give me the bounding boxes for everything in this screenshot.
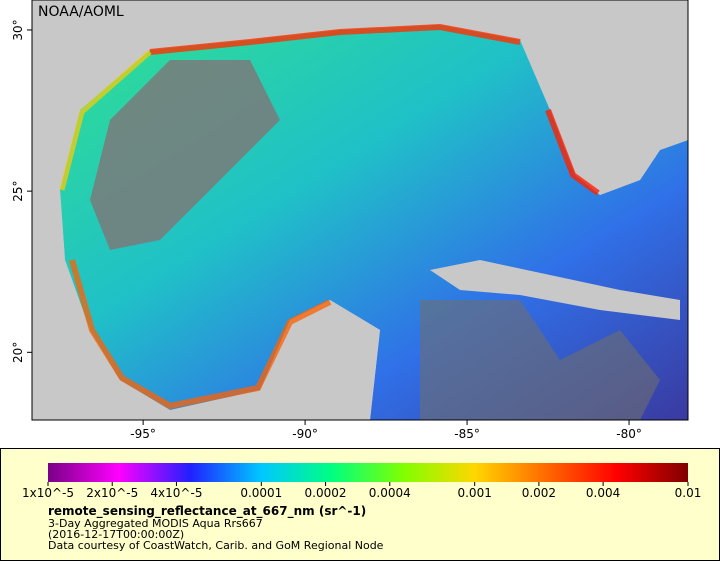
colorbar-tick-label: 0.0001 <box>240 486 282 500</box>
y-tick-label: 20° <box>11 342 25 363</box>
watermark: NOAA/AOML <box>38 4 124 20</box>
colorbar-tick-label: 0.0004 <box>369 486 411 500</box>
colorbar-tick-label: 0.001 <box>457 486 491 500</box>
legend-line: (2016-12-17T00:00:00Z) <box>48 528 184 541</box>
land <box>32 0 170 420</box>
no-data <box>90 60 280 250</box>
colorbar-tick-label: 0.004 <box>586 486 620 500</box>
coastal-band <box>59 50 152 191</box>
colorbar-tick-label: 4x10^-5 <box>150 486 202 500</box>
x-tick-label: -85° <box>454 427 480 441</box>
y-tick-label: 25° <box>11 181 25 202</box>
colorbar-tick-label: 2x10^-5 <box>86 486 138 500</box>
colorbar-tick-label: 0.0002 <box>305 486 347 500</box>
coastal-band <box>69 259 332 410</box>
colorbar-tick-label: 0.01 <box>675 486 702 500</box>
colorbar <box>48 463 688 482</box>
legend-line: 3-Day Aggregated MODIS Aqua Rrs667 <box>48 517 263 530</box>
coastal-band <box>149 23 521 55</box>
cuba <box>430 260 680 320</box>
x-tick-label: -95° <box>130 427 156 441</box>
no-data <box>420 300 660 420</box>
coastal-band <box>545 108 600 196</box>
map-area: NOAA/AOML <box>32 0 688 420</box>
x-tick-label: -80° <box>616 427 642 441</box>
colorbar-tick-label: 0.002 <box>522 486 556 500</box>
florida <box>530 0 688 195</box>
legend-title: remote_sensing_reflectance_at_667_nm (sr… <box>48 504 366 519</box>
legend-line: Data courtesy of CoastWatch, Carib. and … <box>48 539 384 552</box>
y-tick-label: 30° <box>11 19 25 40</box>
plot-frame <box>31 0 689 421</box>
x-tick-label: -90° <box>292 427 318 441</box>
colorbar-tick-label: 1x10^-5 <box>22 486 74 500</box>
yucatan <box>250 300 380 420</box>
